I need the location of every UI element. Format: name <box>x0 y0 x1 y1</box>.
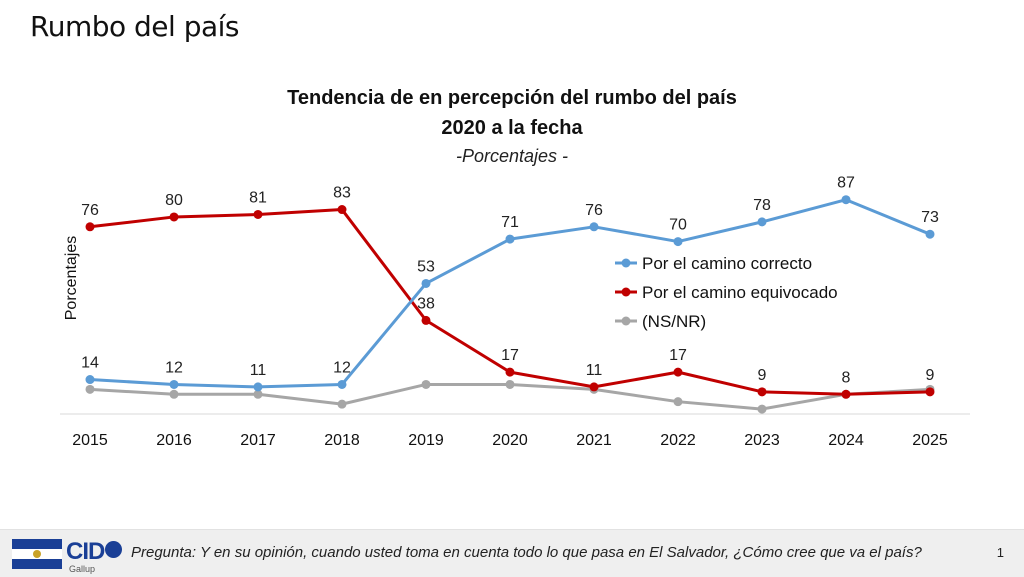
logo-text: CID <box>66 538 105 565</box>
data-label: 8 <box>842 369 851 386</box>
legend-label: Por el camino correcto <box>642 254 812 273</box>
legend-label: (NS/NR) <box>642 312 706 331</box>
data-label: 78 <box>753 197 771 214</box>
data-point <box>925 229 935 239</box>
x-tick-label: 2021 <box>576 432 612 449</box>
data-point <box>589 382 599 392</box>
x-tick-label: 2017 <box>240 432 276 449</box>
data-point <box>337 379 347 389</box>
globe-icon <box>105 541 123 558</box>
data-label: 11 <box>250 362 267 379</box>
legend-swatch-marker <box>621 287 631 297</box>
data-point <box>757 404 767 414</box>
data-point <box>673 367 683 377</box>
data-label: 9 <box>758 367 767 384</box>
data-label: 17 <box>501 347 519 364</box>
data-point <box>673 397 683 407</box>
x-tick-label: 2023 <box>744 432 780 449</box>
legend-swatch-marker <box>621 258 631 268</box>
data-labels: 14 12 11 12 53 71 76 70 78 87 73 76 80 81 83 38 17 11 17 9 8… <box>81 175 939 387</box>
x-tick-label: 2016 <box>156 432 192 449</box>
x-tick-label: 2024 <box>828 432 864 449</box>
data-point <box>253 382 263 392</box>
data-point <box>841 195 851 205</box>
data-point <box>337 205 347 215</box>
data-point <box>169 379 179 389</box>
data-point <box>925 387 935 397</box>
chart-subtitle: 2020 a la fecha <box>441 117 583 139</box>
data-label: 9 <box>926 367 935 384</box>
footer-bar: CID Gallup Pregunta: Y en su opinión, cu… <box>0 529 1024 577</box>
x-tick-label: 2018 <box>324 432 360 449</box>
data-label: 71 <box>501 214 519 231</box>
page-number: 1 <box>996 545 1004 560</box>
data-point <box>253 209 263 219</box>
x-tick-labels: 2015 2016 2017 2018 2019 2020 2021 2022 2023 2024… <box>72 432 948 449</box>
el-salvador-flag-icon <box>12 539 62 569</box>
chart-note: -Porcentajes - <box>456 146 568 166</box>
data-point <box>169 212 179 222</box>
data-label: 12 <box>333 359 351 376</box>
data-label: 17 <box>669 347 687 364</box>
series-layer: 14 12 11 12 53 71 76 70 78 87 73 76 80 81 83 38 17 11 17 9 8… <box>81 175 939 414</box>
legend-label: Por el camino equivocado <box>642 283 838 302</box>
x-tick-label: 2022 <box>660 432 696 449</box>
data-label: 73 <box>921 209 939 226</box>
data-point <box>337 399 347 409</box>
legend-item: Por el camino equivocado <box>615 283 838 302</box>
data-point <box>505 234 515 244</box>
data-label: 76 <box>585 202 603 219</box>
logo-subtitle: Gallup <box>69 564 96 574</box>
data-label: 53 <box>417 258 435 275</box>
data-label: 70 <box>669 217 687 234</box>
data-point <box>757 217 767 227</box>
data-label: 14 <box>81 355 99 372</box>
data-point <box>85 384 95 394</box>
x-tick-label: 2019 <box>408 432 444 449</box>
line-chart: Tendencia de en percepción del rumbo del… <box>60 87 970 449</box>
data-label: 76 <box>81 202 99 219</box>
data-point <box>421 379 431 389</box>
survey-question: Pregunta: Y en su opinión, cuando usted … <box>131 544 922 561</box>
data-point <box>421 315 431 325</box>
cid-gallup-logo: CID Gallup <box>66 538 123 574</box>
x-tick-label: 2015 <box>72 432 108 449</box>
legend-item: (NS/NR) <box>615 312 706 331</box>
data-point <box>757 387 767 397</box>
slide-title: Rumbo del país <box>30 10 240 43</box>
data-label: 12 <box>165 359 183 376</box>
data-label: 38 <box>417 295 435 312</box>
data-point <box>85 222 95 232</box>
data-point <box>253 389 263 399</box>
series-0 <box>85 195 935 392</box>
data-label: 80 <box>165 192 183 209</box>
series-1 <box>85 205 935 399</box>
data-point <box>589 222 599 232</box>
x-tick-label: 2020 <box>492 432 528 449</box>
data-point <box>673 237 683 247</box>
legend: Por el camino correcto Por el camino equi… <box>615 254 838 331</box>
data-label: 87 <box>837 175 855 192</box>
data-point <box>85 375 95 385</box>
x-tick-label: 2025 <box>912 432 948 449</box>
data-point <box>421 278 431 288</box>
legend-item: Por el camino correcto <box>615 254 812 273</box>
data-point <box>505 367 515 377</box>
data-label: 83 <box>333 185 351 202</box>
data-point <box>169 389 179 399</box>
data-label: 11 <box>586 362 603 379</box>
legend-swatch-marker <box>621 316 631 326</box>
y-axis-label: Porcentajes <box>63 236 80 321</box>
data-point <box>841 389 851 399</box>
chart-title: Tendencia de en percepción del rumbo del… <box>287 87 737 109</box>
data-point <box>505 379 515 389</box>
data-label: 81 <box>249 189 267 206</box>
